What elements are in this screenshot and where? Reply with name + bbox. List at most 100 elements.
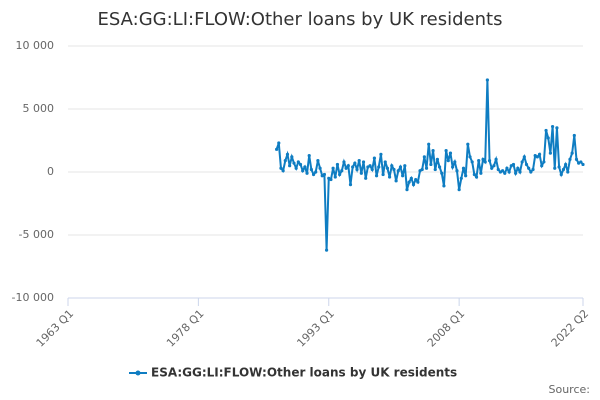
data-point (446, 159, 450, 163)
data-point (453, 160, 457, 164)
data-point (564, 162, 568, 167)
data-point (305, 171, 309, 175)
data-point (557, 165, 561, 169)
data-point (398, 165, 403, 169)
y-tick-label: -10 000 (12, 291, 54, 304)
data-point (511, 162, 516, 167)
data-point (275, 147, 279, 151)
y-tick-label: 0 (47, 165, 54, 178)
data-point (548, 151, 553, 155)
data-point (359, 171, 363, 175)
data-point (474, 175, 479, 179)
data-point (396, 169, 400, 173)
data-point (520, 160, 524, 164)
y-tick-label: 5 000 (23, 102, 55, 115)
data-point (311, 172, 316, 177)
data-point (542, 160, 546, 164)
data-point (392, 167, 396, 172)
data-point (424, 166, 429, 170)
data-point (353, 161, 357, 165)
data-point (333, 175, 337, 179)
data-point (524, 162, 529, 167)
data-point (294, 166, 298, 170)
data-point (277, 141, 281, 145)
data-point (566, 170, 570, 174)
data-point (355, 167, 359, 172)
data-point (490, 166, 494, 170)
data-point (281, 169, 285, 173)
data-point (505, 166, 509, 170)
data-point (496, 167, 500, 172)
data-point (477, 159, 481, 163)
data-point (487, 159, 492, 163)
data-point (444, 148, 448, 153)
data-point (385, 166, 390, 170)
data-point (290, 155, 294, 159)
data-point (559, 172, 563, 177)
data-point (307, 154, 311, 158)
data-point (383, 160, 387, 164)
data-point (470, 160, 474, 164)
data-point (516, 166, 520, 170)
data-point (370, 167, 374, 172)
data-point (429, 162, 433, 167)
data-point (468, 155, 472, 159)
data-point (466, 142, 470, 146)
x-tick-label: 1963 Q1 (34, 307, 77, 350)
data-point (568, 157, 572, 161)
data-point (522, 155, 526, 159)
chart-title: ESA:GG:LI:FLOW:Other loans by UK residen… (98, 9, 503, 30)
data-point (372, 156, 376, 160)
data-point (437, 165, 442, 169)
data-point (364, 176, 368, 180)
data-point (288, 164, 292, 168)
data-point (472, 172, 476, 177)
data-point (572, 133, 576, 138)
data-point (394, 179, 398, 183)
data-point (537, 152, 542, 156)
data-point (346, 164, 350, 168)
data-point (433, 167, 437, 172)
data-point (296, 160, 300, 164)
data-point (442, 184, 446, 188)
data-point (379, 152, 383, 156)
data-point (405, 188, 409, 192)
data-point (342, 160, 346, 164)
data-point (570, 151, 574, 155)
data-point (361, 160, 366, 164)
data-point (403, 164, 407, 168)
data-point (301, 169, 305, 173)
data-point (507, 170, 511, 174)
data-point (338, 172, 342, 177)
legend-label: ESA:GG:LI:FLOW:Other loans by UK residen… (151, 366, 457, 380)
y-tick-label: 10 000 (16, 39, 55, 52)
data-point (459, 176, 463, 180)
data-point (448, 151, 453, 155)
data-point (451, 165, 455, 169)
data-point (329, 177, 333, 182)
data-point (455, 169, 459, 173)
data-point (529, 170, 533, 174)
data-point (285, 152, 290, 156)
data-point (579, 160, 583, 164)
data-point (390, 164, 394, 168)
data-point (503, 171, 507, 175)
data-point (485, 78, 489, 82)
data-point (309, 167, 313, 172)
data-point (514, 171, 518, 175)
data-point (331, 166, 335, 170)
data-point (279, 166, 283, 170)
data-point (335, 162, 340, 167)
data-point (527, 166, 531, 170)
data-point (581, 162, 585, 167)
data-point (500, 169, 505, 173)
data-point (357, 159, 361, 163)
data-point (494, 157, 498, 161)
data-point (492, 164, 496, 168)
data-point (401, 174, 405, 178)
data-point (377, 165, 381, 169)
data-point (318, 166, 322, 170)
data-point (555, 126, 559, 130)
x-tick-label: 1978 Q1 (164, 307, 207, 350)
